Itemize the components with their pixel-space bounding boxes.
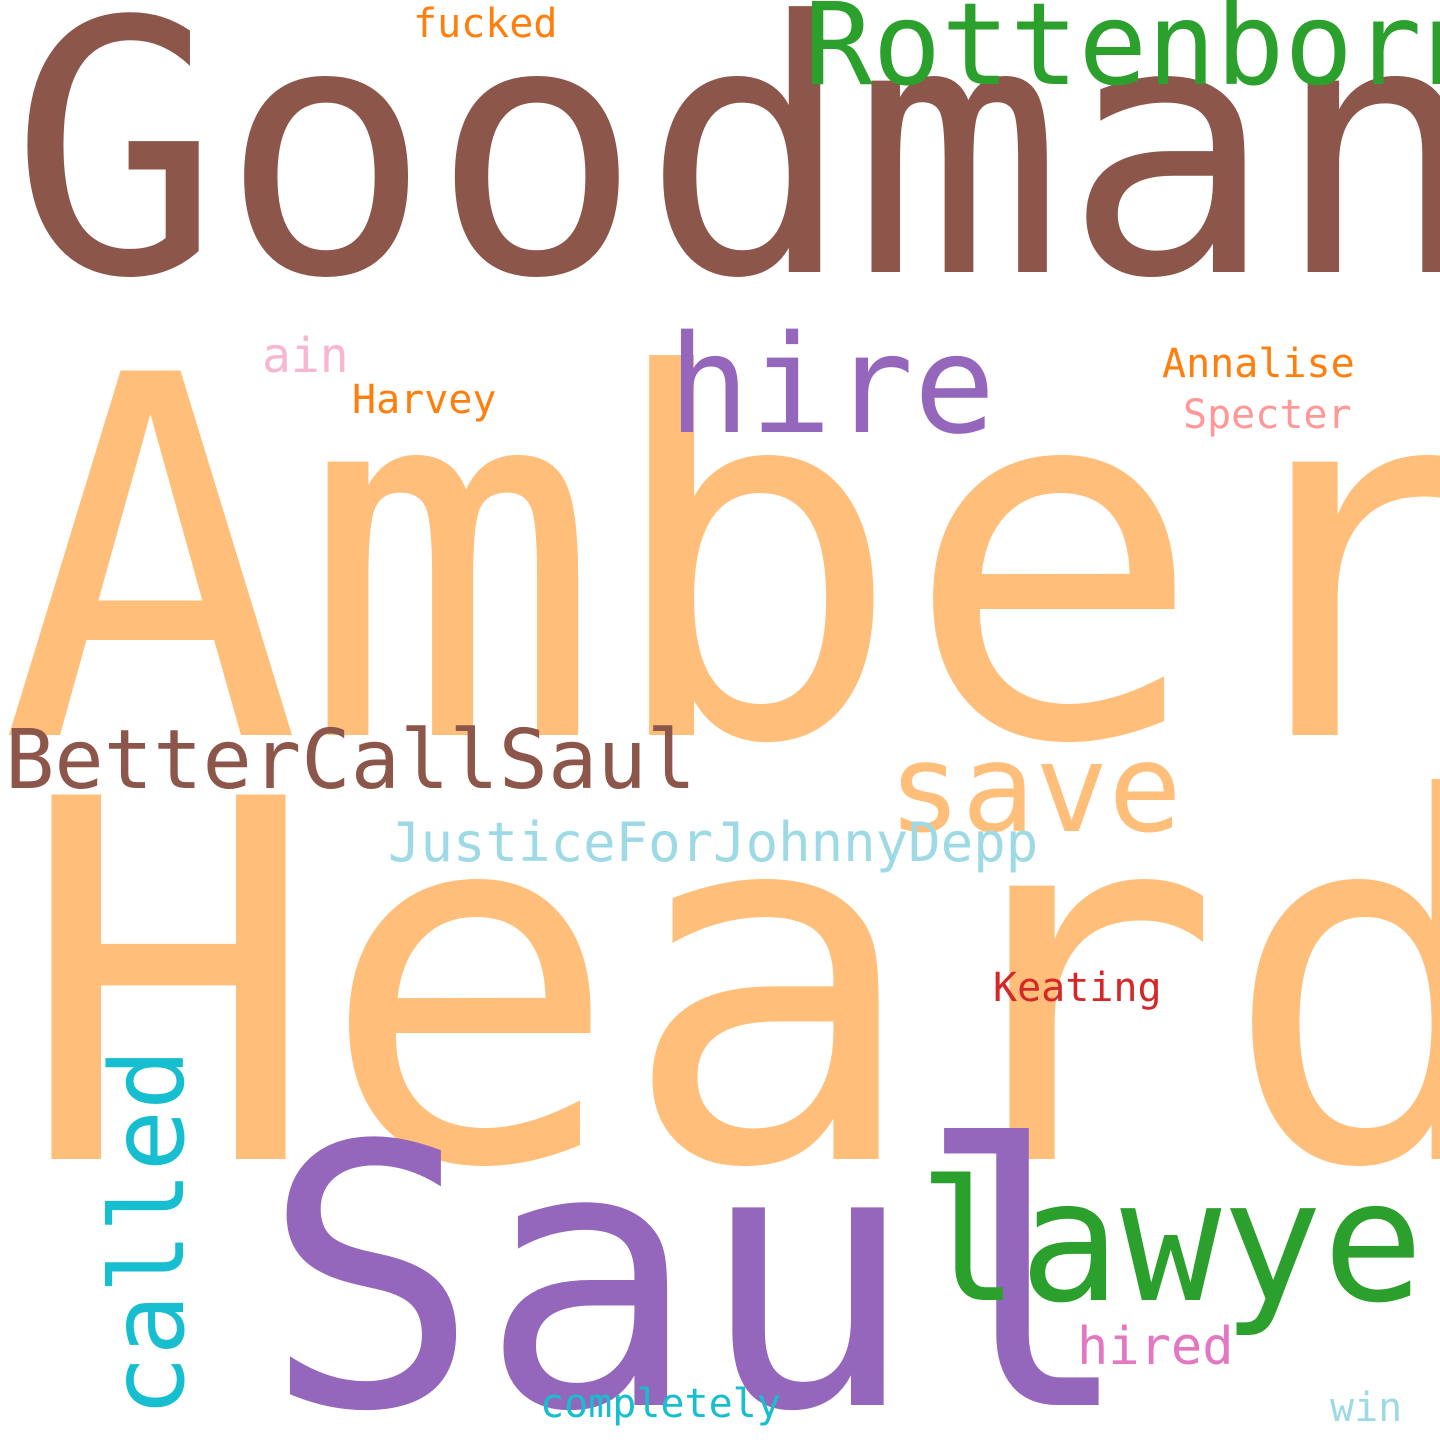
word-keating: Keating: [993, 965, 1162, 1011]
word-amber: Amber: [0, 271, 1440, 853]
word-called: called: [89, 1048, 208, 1417]
word-harvey: Harvey: [352, 377, 497, 423]
word-hired: hired: [1077, 1317, 1234, 1377]
word-win: win: [1330, 1385, 1403, 1431]
word-rottenborn: Rottenborn: [804, 0, 1440, 111]
word-annalise: Annalise: [1162, 341, 1355, 387]
word-specter: Specter: [1183, 392, 1352, 438]
word-lawyer: lawyer: [918, 1144, 1440, 1340]
word-hire: hire: [668, 307, 996, 465]
word-goodman: Goodman: [10, 0, 1440, 355]
word-fucked: fucked: [413, 1, 558, 47]
word-ain: ain: [262, 328, 349, 384]
word-completely: completely: [540, 1381, 781, 1427]
word-save: save: [888, 718, 1182, 860]
word-justiceforjohnnydepp: JusticeForJohnnyDepp: [388, 811, 1039, 874]
word-saul: Saul: [262, 1070, 1134, 1440]
word-bettercallsaul: BetterCallSaul: [5, 713, 697, 808]
word-heard: Heard: [18, 695, 1440, 1277]
